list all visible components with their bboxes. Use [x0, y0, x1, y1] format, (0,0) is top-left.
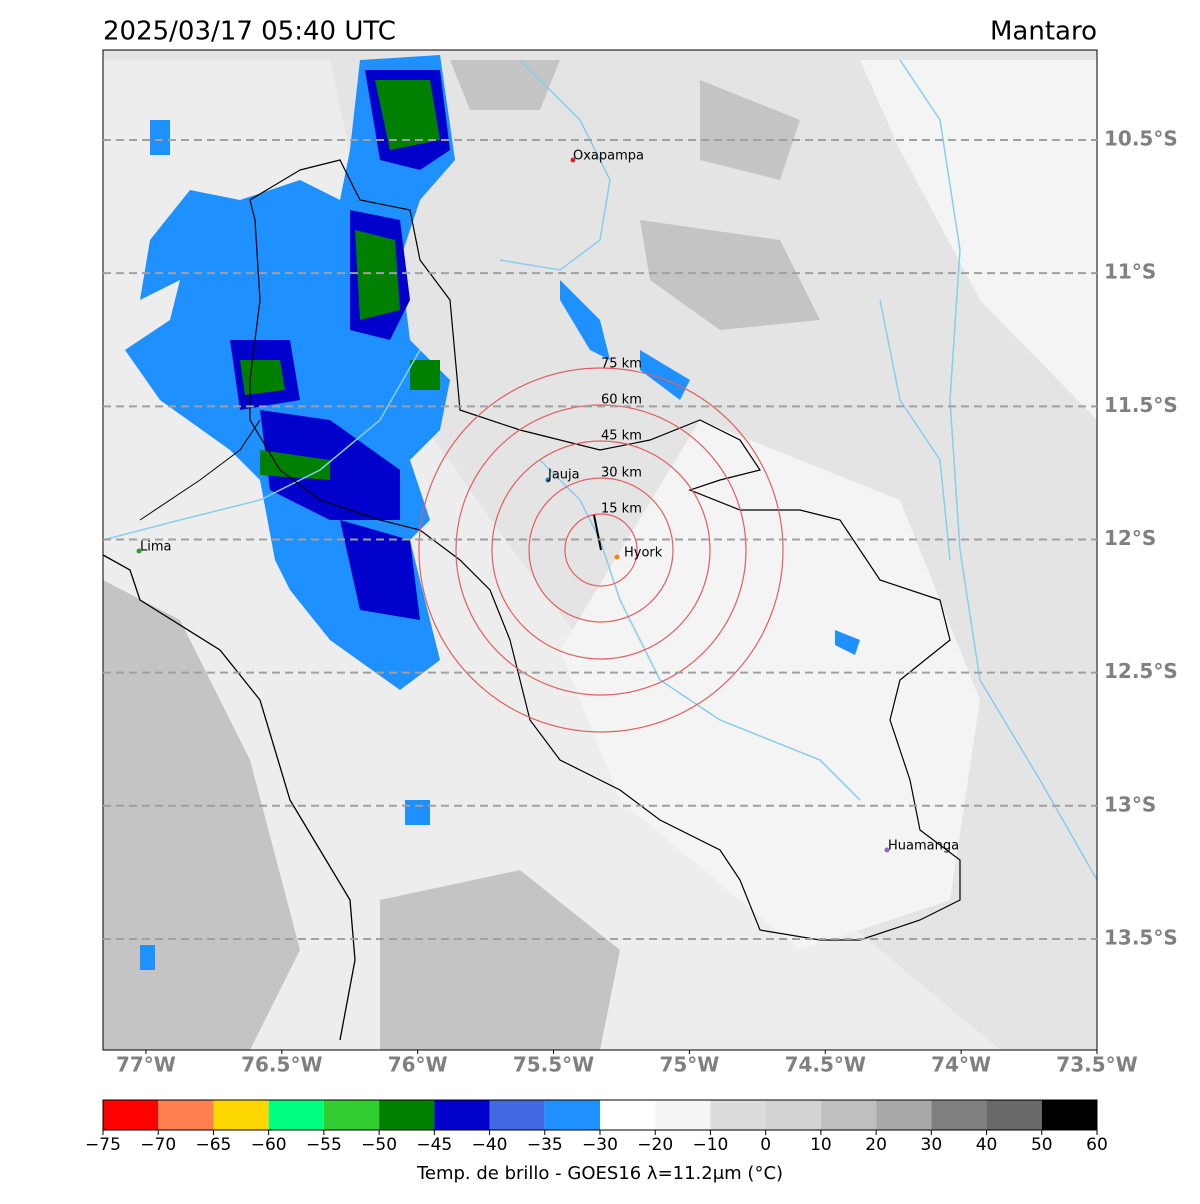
colorbar-tick-label: 0	[760, 1135, 771, 1155]
title: 2025/03/17 05:40 UTC	[103, 17, 396, 47]
x-tick-label: 76°W	[388, 1053, 448, 1077]
colorbar-tick-label: −70	[140, 1135, 176, 1155]
y-tick-label: 13.5°S	[1104, 925, 1178, 949]
x-tick-label: 75°W	[659, 1053, 719, 1077]
colorbar-tick-label: 40	[976, 1135, 998, 1155]
x-tick-label: 77°W	[116, 1053, 176, 1077]
x-tick-label: 75.5°W	[513, 1053, 594, 1077]
colorbar-tick-label: −55	[306, 1135, 342, 1155]
y-tick-label: 11.5°S	[1104, 393, 1178, 417]
colorbar-label: Temp. de brillo - GOES16 λ=11.2μm (°C)	[416, 1163, 783, 1184]
colorbar-segment	[765, 1100, 821, 1130]
colorbar-tick-label: −30	[582, 1135, 618, 1155]
colorbar-segment	[268, 1100, 324, 1130]
colorbar-tick-label: −50	[361, 1135, 397, 1155]
ring-label: 75 km	[601, 357, 642, 372]
colorbar-segment	[213, 1100, 269, 1130]
city-label: Hyork	[624, 546, 663, 561]
city-label: Huamanga	[888, 839, 959, 854]
colorbar-segment	[820, 1100, 877, 1130]
city-dots	[136, 157, 890, 853]
colorbar-segment	[655, 1100, 711, 1130]
colorbar-tick-label: −20	[637, 1135, 673, 1155]
colorbar-tick-label: 60	[1086, 1135, 1108, 1155]
y-tick-label: 10.5°S	[1104, 127, 1178, 151]
basin-outline	[249, 159, 961, 941]
ring-label: 15 km	[601, 502, 642, 517]
colorbar-tick-label: 50	[1031, 1135, 1053, 1155]
colorbar-tick-label: 30	[921, 1135, 943, 1155]
region-border	[139, 419, 261, 521]
dark-terrain	[103, 60, 820, 1050]
y-tick-label: 11°S	[1104, 260, 1156, 284]
clouds	[125, 55, 860, 970]
ring-label: 60 km	[601, 393, 642, 408]
map-frame	[102, 49, 1098, 1051]
x-tick-label: 73.5°W	[1056, 1053, 1137, 1077]
map: 15 km 30 km 45 km 60 km 75 km Oxapampa J…	[102, 49, 1098, 1051]
colorbar-tick-label: 20	[865, 1135, 887, 1155]
region: Mantaro	[990, 17, 1097, 47]
colorbar-tick-label: 10	[810, 1135, 832, 1155]
colorbar-segment	[489, 1100, 545, 1130]
colorbar-tick-label: −10	[692, 1135, 728, 1155]
x-tick-label: 76.5°W	[241, 1053, 322, 1077]
y-tick-label: 12°S	[1104, 526, 1156, 550]
coastline	[102, 554, 356, 1041]
city-label: Jauja	[547, 468, 580, 483]
colorbar-segment	[876, 1100, 932, 1130]
ring-label: 45 km	[601, 429, 642, 444]
colorbar-segment	[103, 1100, 159, 1130]
x-tick-label: 74.5°W	[785, 1053, 866, 1077]
colorbar-tick-label: −60	[251, 1135, 287, 1155]
colorbar-segment	[323, 1100, 380, 1130]
x-tick-label: 74°W	[931, 1053, 991, 1077]
colorbar-segment	[710, 1100, 766, 1130]
colorbar-segment	[158, 1100, 214, 1130]
colorbar-tick-label: −40	[472, 1135, 508, 1155]
colorbar-tick-label: −65	[195, 1135, 231, 1155]
colorbar-tick-label: −75	[85, 1135, 121, 1155]
colorbar-segment	[986, 1100, 1042, 1130]
range-rings	[418, 367, 784, 733]
colorbar-segment	[600, 1100, 656, 1130]
colorbar-segment	[931, 1100, 987, 1130]
colorbar-segment	[379, 1100, 435, 1130]
colorbar-segment	[544, 1100, 600, 1130]
ring-label: 30 km	[601, 466, 642, 481]
colorbar-segment	[1041, 1100, 1097, 1130]
city-label: Lima	[140, 540, 171, 555]
y-tick-label: 13°S	[1104, 792, 1156, 816]
city-label: Oxapampa	[573, 149, 644, 164]
rivers	[102, 59, 1098, 881]
y-tick-label: 12.5°S	[1104, 659, 1178, 683]
colorbar-tick-label: −45	[416, 1135, 452, 1155]
colorbar-segment	[434, 1100, 490, 1130]
colorbar-tick-label: −35	[527, 1135, 563, 1155]
